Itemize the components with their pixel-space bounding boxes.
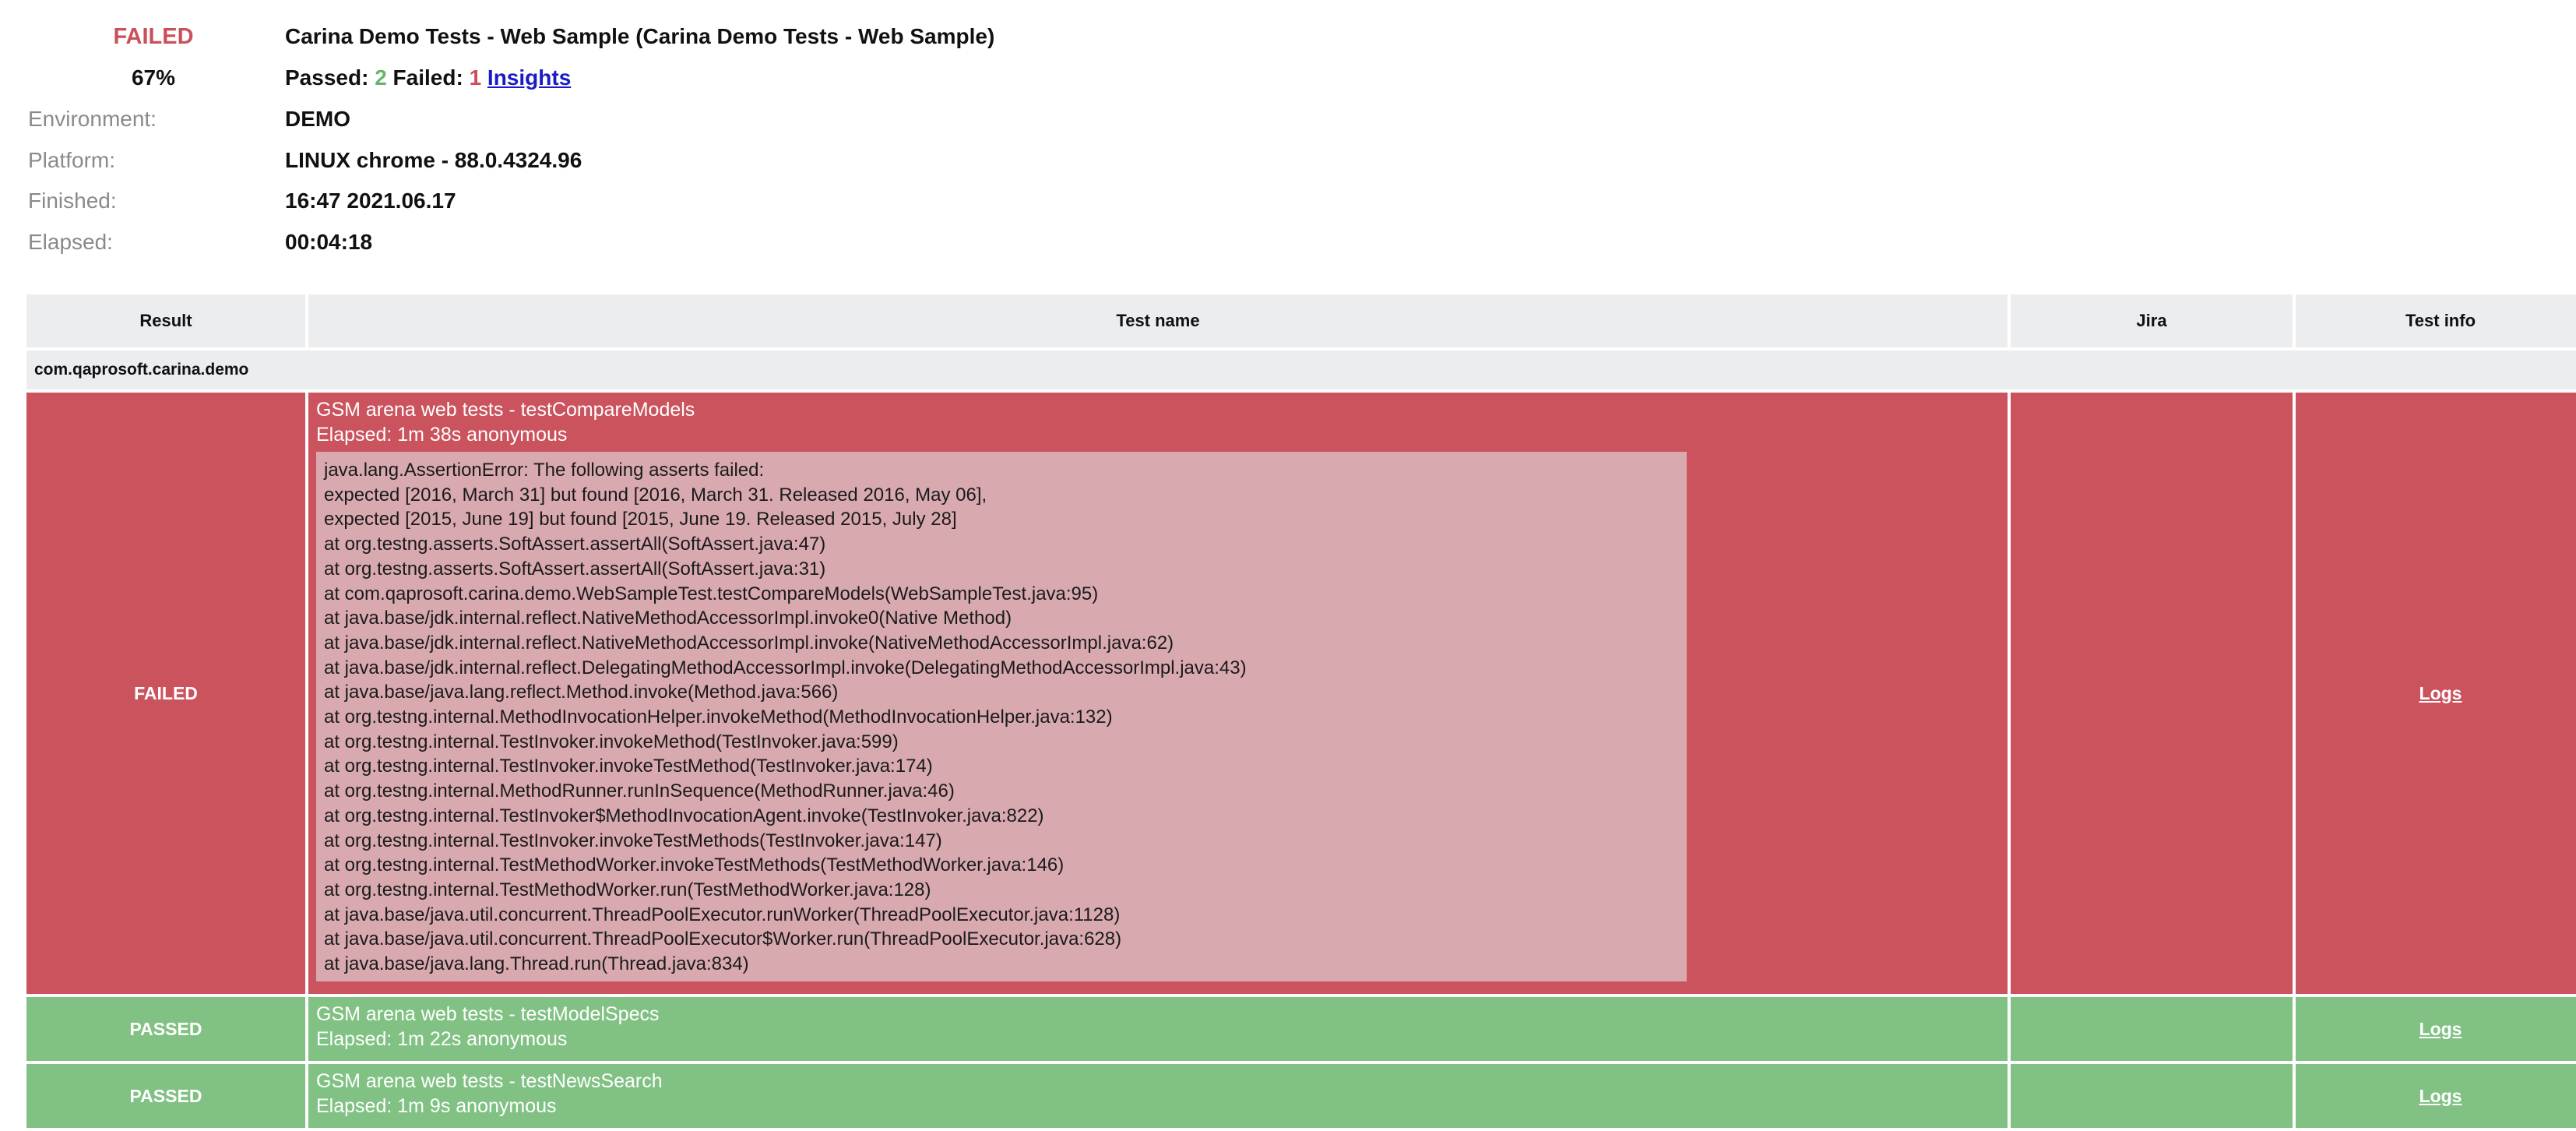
test-name-cell: GSM arena web tests - testModelSpecs Ela… (308, 997, 2008, 1061)
result-status: PASSED (26, 1064, 305, 1128)
stacktrace-line: at org.testng.internal.MethodRunner.runI… (324, 780, 955, 802)
summary-counts-row: 67% Passed: 2 Failed: 1 Insights (0, 58, 2576, 98)
environment-value: DEMO (285, 107, 350, 131)
platform-row: Platform: LINUX chrome - 88.0.4324.96 (0, 140, 2576, 181)
test-elapsed: Elapsed: 1m 38s anonymous (316, 424, 568, 446)
stacktrace-line: java.lang.AssertionError: The following … (324, 460, 765, 481)
column-header-test-info[interactable]: Test info (2296, 294, 2576, 347)
stacktrace-line: at java.base/jdk.internal.reflect.Native… (324, 608, 1012, 629)
stacktrace-line: at java.base/java.util.concurrent.Thread… (324, 904, 1121, 925)
overall-status: FAILED (113, 24, 194, 49)
stacktrace-box: java.lang.AssertionError: The following … (316, 452, 1687, 981)
passed-label: Passed: (285, 65, 369, 90)
test-info-cell: Logs (2296, 997, 2576, 1061)
test-name-cell: GSM arena web tests - testCompareModels … (308, 393, 2008, 994)
stacktrace-line: at org.testng.internal.TestInvoker.invok… (324, 756, 933, 777)
test-elapsed: Elapsed: 1m 9s anonymous (316, 1095, 557, 1117)
test-name: GSM arena web tests - testNewsSearch (316, 1070, 663, 1092)
stacktrace-line: at java.base/jdk.internal.reflect.Native… (324, 632, 1174, 654)
test-name: GSM arena web tests - testModelSpecs (316, 1003, 660, 1025)
stacktrace-line: at java.base/jdk.internal.reflect.Delega… (324, 657, 1247, 678)
result-status: FAILED (26, 393, 305, 994)
stacktrace-line: at java.base/java.lang.Thread.run(Thread… (324, 953, 749, 975)
column-header-jira[interactable]: Jira (2011, 294, 2293, 347)
result-status: PASSED (26, 997, 305, 1061)
stacktrace-line: expected [2015, June 19] but found [2015… (324, 509, 957, 530)
stacktrace-line: at org.testng.asserts.SoftAssert.assertA… (324, 558, 826, 580)
platform-value: LINUX chrome - 88.0.4324.96 (285, 148, 582, 172)
test-info-cell: Logs (2296, 393, 2576, 994)
table-row: PASSED GSM arena web tests - testNewsSea… (26, 1064, 2576, 1128)
summary-status-row: FAILED Carina Demo Tests - Web Sample (C… (0, 16, 2576, 57)
logs-link[interactable]: Logs (2419, 1018, 2462, 1039)
stacktrace-line: at org.testng.internal.TestInvoker.invok… (324, 731, 899, 752)
stacktrace-line: at org.testng.internal.TestInvoker.invok… (324, 830, 942, 851)
logs-link[interactable]: Logs (2419, 1085, 2462, 1106)
stacktrace-line: expected [2016, March 31] but found [201… (324, 484, 987, 506)
elapsed-value: 00:04:18 (285, 230, 373, 254)
insights-link[interactable]: Insights (487, 65, 572, 90)
elapsed-row: Elapsed: 00:04:18 (0, 222, 2576, 262)
table-header-row: Result Test name Jira Test info (26, 294, 2576, 347)
stacktrace-line: at org.testng.asserts.SoftAssert.assertA… (324, 534, 826, 555)
test-info-cell: Logs (2296, 1064, 2576, 1128)
environment-row: Environment: DEMO (0, 99, 2576, 139)
passed-count: 2 (375, 65, 387, 90)
finished-label: Finished: (28, 188, 117, 213)
stacktrace-line: at java.base/java.util.concurrent.Thread… (324, 928, 1122, 950)
table-row: FAILED GSM arena web tests - testCompare… (26, 393, 2576, 994)
column-header-test-name[interactable]: Test name (308, 294, 2008, 347)
elapsed-label: Elapsed: (28, 230, 113, 254)
suite-title: Carina Demo Tests - Web Sample (Carina D… (285, 24, 995, 48)
stacktrace-line: at org.testng.internal.TestMethodWorker.… (324, 879, 931, 900)
package-name: com.qaprosoft.carina.demo (26, 351, 2576, 389)
failed-label: Failed: (392, 65, 463, 90)
jira-cell (2011, 997, 2293, 1061)
column-header-result[interactable]: Result (26, 294, 305, 347)
environment-label: Environment: (28, 107, 157, 131)
table-row: PASSED GSM arena web tests - testModelSp… (26, 997, 2576, 1061)
platform-label: Platform: (28, 148, 116, 172)
results-table: Result Test name Jira Test info com.qapr… (23, 291, 2576, 1131)
test-name-cell: GSM arena web tests - testNewsSearch Ela… (308, 1064, 2008, 1128)
jira-cell (2011, 393, 2293, 994)
finished-value: 16:47 2021.06.17 (285, 188, 456, 213)
failed-count: 1 (469, 65, 482, 90)
test-elapsed: Elapsed: 1m 22s anonymous (316, 1028, 568, 1050)
counts: Passed: 2 Failed: 1 Insights (285, 58, 571, 98)
jira-cell (2011, 1064, 2293, 1128)
stacktrace-line: at org.testng.internal.TestMethodWorker.… (324, 854, 1065, 876)
logs-link[interactable]: Logs (2419, 682, 2462, 703)
stacktrace-line: at com.qaprosoft.carina.demo.WebSampleTe… (324, 583, 1099, 604)
stacktrace-line: at java.base/java.lang.reflect.Method.in… (324, 682, 839, 703)
finished-row: Finished: 16:47 2021.06.17 (0, 181, 2576, 221)
stacktrace-line: at org.testng.internal.MethodInvocationH… (324, 706, 1113, 728)
package-group-row: com.qaprosoft.carina.demo (26, 351, 2576, 389)
pass-percent: 67% (131, 65, 176, 90)
stacktrace-line: at org.testng.internal.TestInvoker$Metho… (324, 805, 1044, 826)
test-name: GSM arena web tests - testCompareModels (316, 399, 695, 421)
